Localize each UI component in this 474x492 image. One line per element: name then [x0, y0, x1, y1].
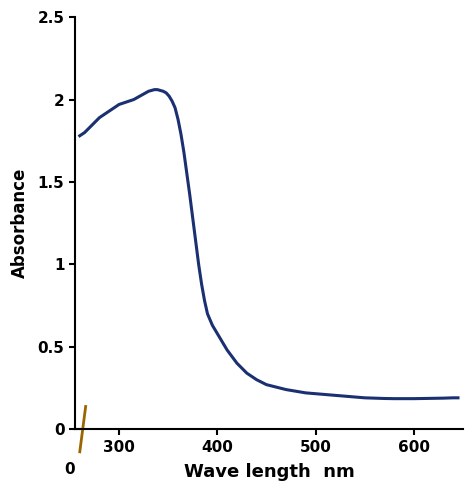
Text: 0: 0: [64, 462, 75, 477]
X-axis label: Wave length  nm: Wave length nm: [183, 463, 354, 481]
Y-axis label: Absorbance: Absorbance: [11, 168, 29, 278]
